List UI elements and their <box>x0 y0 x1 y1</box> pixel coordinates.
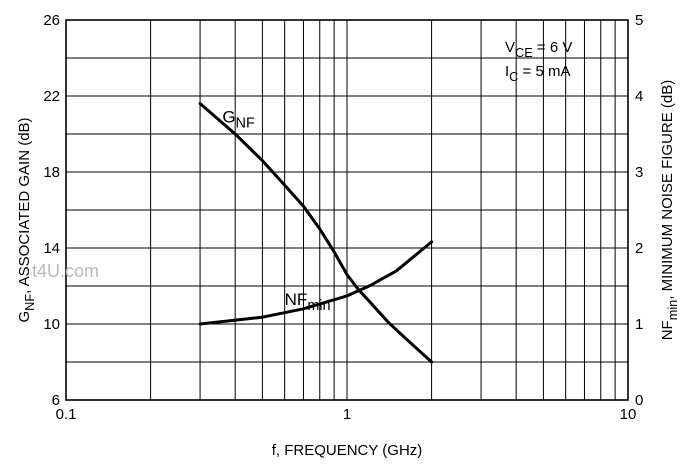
g-nf-curve <box>198 102 434 364</box>
x-tick-label: 0.1 <box>56 406 77 423</box>
right-axis-label: NFmin, MINIMUM NOISE FIGURE (dB) <box>659 80 680 341</box>
right-tick-label: 0 <box>635 392 643 409</box>
grid <box>65 19 629 401</box>
g-nf-label: GNF <box>222 108 255 132</box>
left-tick-label: 14 <box>43 240 60 257</box>
axis-labels: f, FREQUENCY (GHz) GNF, ASSOCIATED GAIN (… <box>16 39 680 459</box>
left-tick-label: 22 <box>43 88 60 105</box>
right-tick-label: 1 <box>635 316 643 333</box>
left-axis-label: GNF, ASSOCIATED GAIN (dB) <box>16 117 37 322</box>
x-tick-label: 1 <box>343 406 351 423</box>
watermark: t4U.com <box>32 261 99 281</box>
condition-vce: VCE = 6 V <box>505 39 572 60</box>
nf-min-label: NFmin <box>285 290 331 314</box>
left-tick-label: 10 <box>43 316 60 333</box>
right-tick-label: 4 <box>635 88 643 105</box>
right-tick-label: 2 <box>635 240 643 257</box>
plot-frame <box>65 19 629 401</box>
left-tick-label: 18 <box>43 164 60 181</box>
right-tick-label: 3 <box>635 164 643 181</box>
x-tick-label: 10 <box>620 406 637 423</box>
series-curves: GNF NFmin <box>198 102 434 364</box>
left-tick-label: 26 <box>43 12 60 29</box>
tick-labels: 6 10 14 18 22 26 0 1 2 3 4 5 0.1 1 10 <box>43 12 643 423</box>
x-axis-label: f, FREQUENCY (GHz) <box>272 442 423 459</box>
condition-ic: IC = 5 mA <box>505 63 571 84</box>
left-tick-label: 6 <box>52 392 60 409</box>
nf-min-curve <box>198 240 434 326</box>
right-tick-label: 5 <box>635 12 643 29</box>
